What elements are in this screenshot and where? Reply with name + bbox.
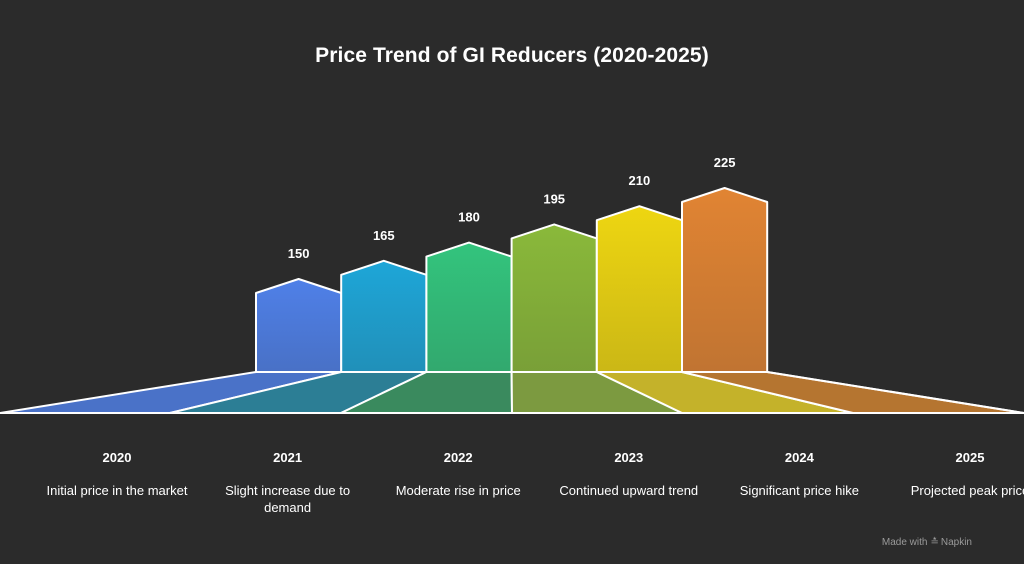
napkin-logo-icon: ≛ <box>930 537 939 548</box>
value-label: 180 <box>458 210 480 225</box>
value-label-layer: 150 165 180 195 210 225 <box>288 155 736 261</box>
chart-title: Price Trend of GI Reducers (2020-2025) <box>315 44 709 67</box>
year-label-2021: 2021 <box>273 450 303 465</box>
bar-2023 <box>425 241 513 373</box>
bar-peak <box>681 187 769 373</box>
value-label: 165 <box>373 228 395 243</box>
description-label-2023: Continued upward trend <box>559 483 699 498</box>
value-label: 210 <box>629 173 651 188</box>
year-label-2020: 2020 <box>102 450 132 465</box>
description-label-2025: Projected peak price <box>910 483 1024 498</box>
value-label: 195 <box>543 191 565 206</box>
year-label-2024: 2024 <box>784 450 814 465</box>
watermark: Made with ≛ Napkin <box>882 537 972 548</box>
bar-2025 <box>595 205 683 373</box>
description-label-2024: Significant price hike <box>739 483 859 498</box>
watermark-prefix: Made with <box>881 537 928 548</box>
description-label-2021: Slight increase due to demand <box>225 483 351 515</box>
description-label-2022: Moderate rise in price <box>395 483 521 498</box>
floor-layer <box>0 371 1024 414</box>
year-label-2025: 2025 <box>955 450 985 465</box>
floor-edge <box>767 371 1024 414</box>
year-label-2022: 2022 <box>443 450 473 465</box>
year-label-2023: 2023 <box>614 450 644 465</box>
bar-2022 <box>340 259 428 373</box>
bar-layer <box>255 187 769 373</box>
description-label-2020: Initial price in the market <box>46 483 188 498</box>
watermark-brand: Napkin <box>940 537 972 548</box>
value-label: 225 <box>714 155 736 170</box>
value-label: 150 <box>288 246 310 261</box>
bar-2024 <box>510 223 598 373</box>
bar-2021 <box>255 278 343 373</box>
